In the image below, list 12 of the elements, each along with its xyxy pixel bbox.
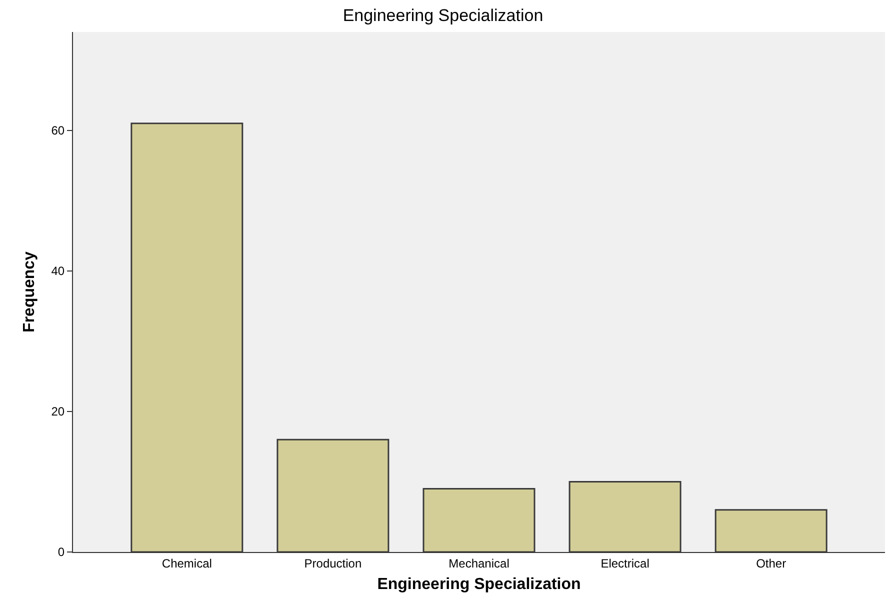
chart-title: Engineering Specialization xyxy=(342,6,544,26)
x-tick-label: Production xyxy=(304,556,362,570)
x-tick-label: Other xyxy=(756,556,786,570)
y-tick-label: 20 xyxy=(51,404,65,419)
x-axis-title: Engineering Specialization xyxy=(377,576,581,594)
x-tick-label: Mechanical xyxy=(448,556,510,570)
x-tick-label: Electrical xyxy=(600,556,650,570)
x-tick-label: Chemical xyxy=(162,556,212,570)
y-tick-label: 60 xyxy=(51,124,65,138)
y-axis-title: Frequency xyxy=(21,251,38,332)
y-tick-label: 40 xyxy=(51,264,65,278)
y-tick-label: 0 xyxy=(58,545,65,560)
